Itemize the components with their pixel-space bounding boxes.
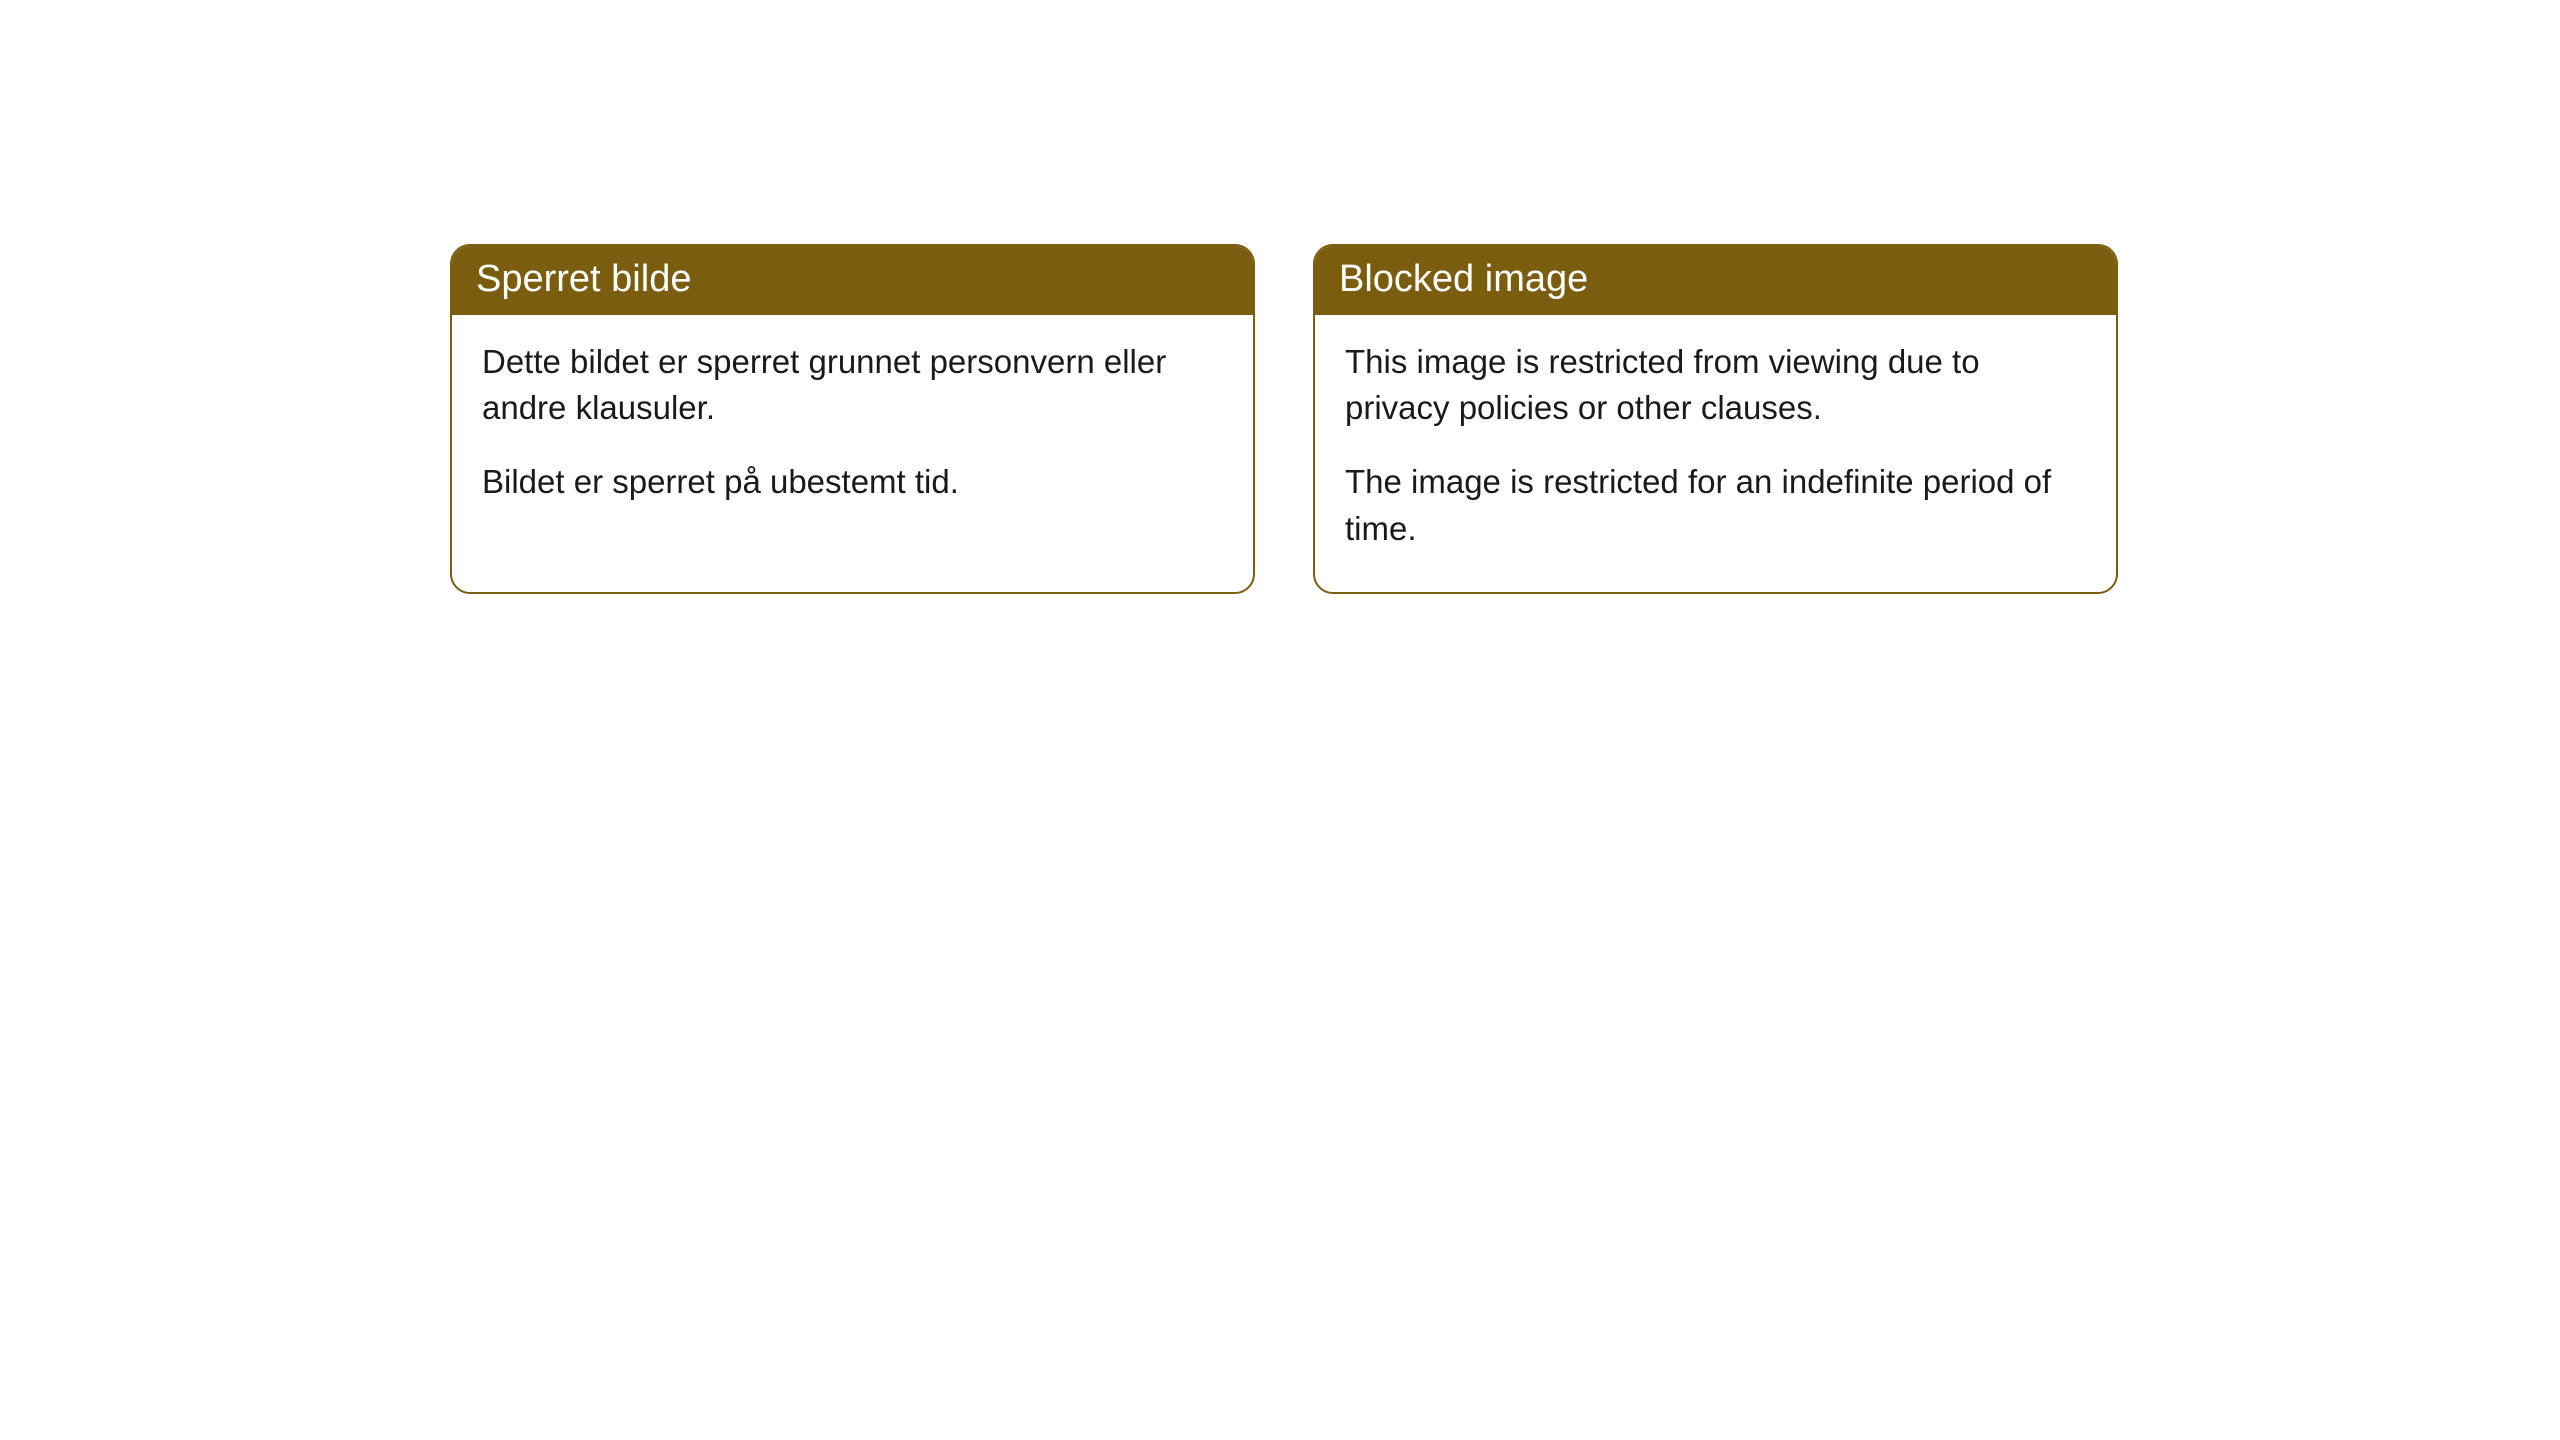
card-header-english: Blocked image [1315,246,2116,315]
card-norwegian: Sperret bilde Dette bildet er sperret gr… [450,244,1255,594]
card-header-norwegian: Sperret bilde [452,246,1253,315]
card-body-norwegian: Dette bildet er sperret grunnet personve… [452,315,1253,546]
card-body-english: This image is restricted from viewing du… [1315,315,2116,592]
card-paragraph-1: This image is restricted from viewing du… [1345,339,2086,431]
card-paragraph-1: Dette bildet er sperret grunnet personve… [482,339,1223,431]
card-english: Blocked image This image is restricted f… [1313,244,2118,594]
card-paragraph-2: Bildet er sperret på ubestemt tid. [482,459,1223,505]
card-paragraph-2: The image is restricted for an indefinit… [1345,459,2086,551]
cards-container: Sperret bilde Dette bildet er sperret gr… [450,244,2118,594]
